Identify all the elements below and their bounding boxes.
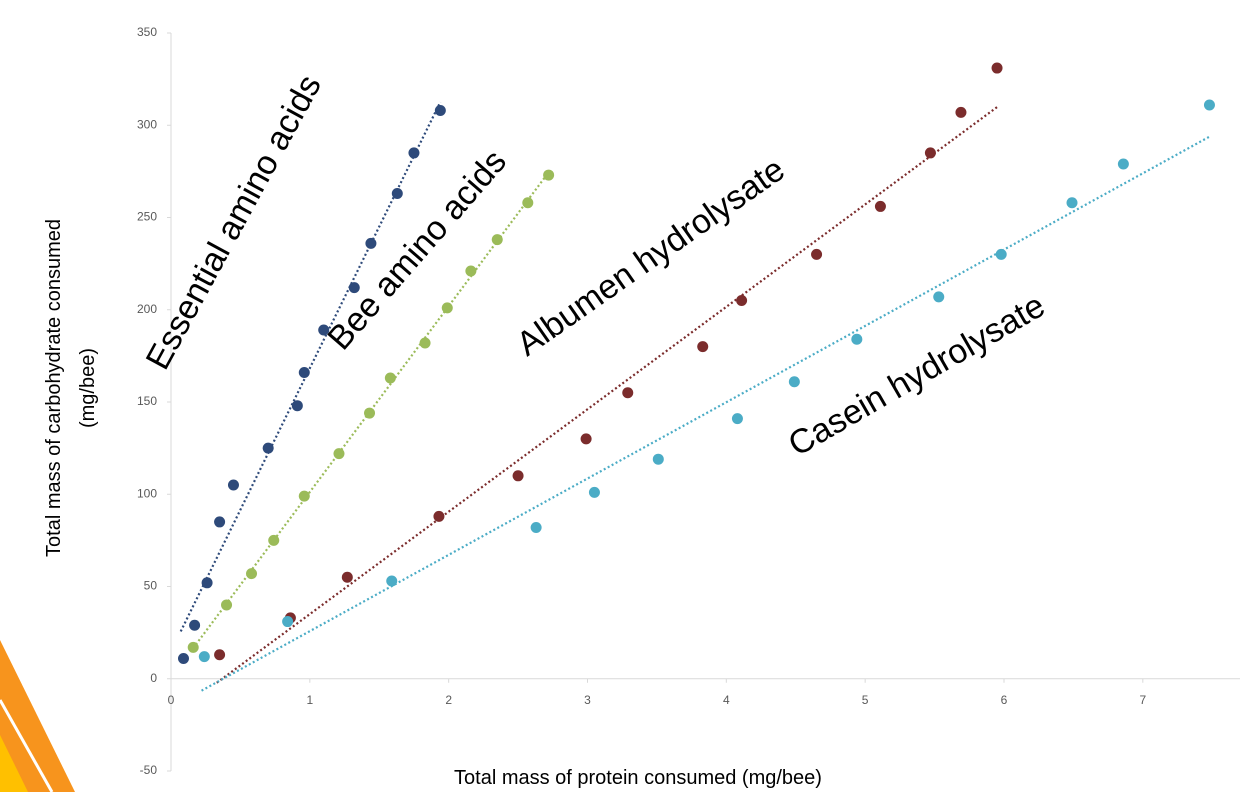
- point: [531, 522, 542, 533]
- point: [435, 105, 446, 116]
- point: [364, 408, 375, 419]
- chart: Total mass of protein consumed (mg/bee) …: [0, 0, 1242, 792]
- point: [811, 249, 822, 260]
- point: [492, 234, 503, 245]
- point: [202, 577, 213, 588]
- point: [1067, 197, 1078, 208]
- point: [522, 197, 533, 208]
- point: [342, 572, 353, 583]
- point: [933, 291, 944, 302]
- point: [789, 376, 800, 387]
- point: [1204, 99, 1215, 110]
- point: [263, 443, 274, 454]
- point: [299, 367, 310, 378]
- y-tick-label: 300: [137, 117, 157, 131]
- point: [992, 63, 1003, 74]
- y-tick-label: -50: [140, 763, 158, 777]
- point: [189, 620, 200, 631]
- point: [199, 651, 210, 662]
- x-tick-label: 6: [1001, 693, 1008, 707]
- series-label: Albumen hydrolysate: [510, 150, 792, 363]
- y-tick-label: 150: [137, 394, 157, 408]
- point: [925, 147, 936, 158]
- y-tick-label: 250: [137, 210, 157, 224]
- x-tick-label: 0: [168, 693, 175, 707]
- point: [292, 400, 303, 411]
- y-tick-label: 200: [137, 302, 157, 316]
- series-label: Casein hydrolysate: [782, 286, 1051, 463]
- point: [214, 649, 225, 660]
- point: [622, 387, 633, 398]
- y-tick-label: 350: [137, 25, 157, 39]
- point: [875, 201, 886, 212]
- point: [333, 448, 344, 459]
- point: [581, 433, 592, 444]
- x-tick-label: 3: [584, 693, 591, 707]
- point: [996, 249, 1007, 260]
- x-axis-title: Total mass of protein consumed (mg/bee): [454, 767, 822, 789]
- point: [178, 653, 189, 664]
- point: [513, 470, 524, 481]
- point: [589, 487, 600, 498]
- point: [543, 170, 554, 181]
- point: [653, 454, 664, 465]
- y-axis-title: Total mass of carbohydrate consumed (mg/…: [43, 219, 99, 557]
- x-tick-label: 5: [862, 693, 869, 707]
- x-tick-label: 4: [723, 693, 730, 707]
- y-tick-label: 100: [137, 486, 157, 500]
- point: [386, 575, 397, 586]
- point: [697, 341, 708, 352]
- x-tick-label: 2: [445, 693, 452, 707]
- point: [282, 616, 293, 627]
- point: [268, 535, 279, 546]
- point: [465, 266, 476, 277]
- trendline: [181, 102, 441, 631]
- point: [408, 147, 419, 158]
- y-axis-title-line: Total mass of carbohydrate consumed: [43, 219, 65, 557]
- point: [420, 337, 431, 348]
- x-tick-label: 7: [1139, 693, 1146, 707]
- point: [246, 568, 257, 579]
- series-label: Bee amino acids: [320, 143, 514, 358]
- y-tick-label: 50: [144, 579, 158, 593]
- x-tick-label: 1: [306, 693, 313, 707]
- point: [392, 188, 403, 199]
- y-axis-title-line: (mg/bee): [77, 348, 99, 428]
- point: [433, 511, 444, 522]
- point: [299, 491, 310, 502]
- point: [385, 373, 396, 384]
- point: [736, 295, 747, 306]
- point: [732, 413, 743, 424]
- point: [442, 302, 453, 313]
- point: [228, 480, 239, 491]
- point: [221, 599, 232, 610]
- point: [955, 107, 966, 118]
- series-label: Essential amino acids: [139, 69, 329, 376]
- point: [365, 238, 376, 249]
- y-tick-label: 0: [150, 671, 157, 685]
- point: [851, 334, 862, 345]
- point: [1118, 158, 1129, 169]
- point: [188, 642, 199, 653]
- point: [214, 516, 225, 527]
